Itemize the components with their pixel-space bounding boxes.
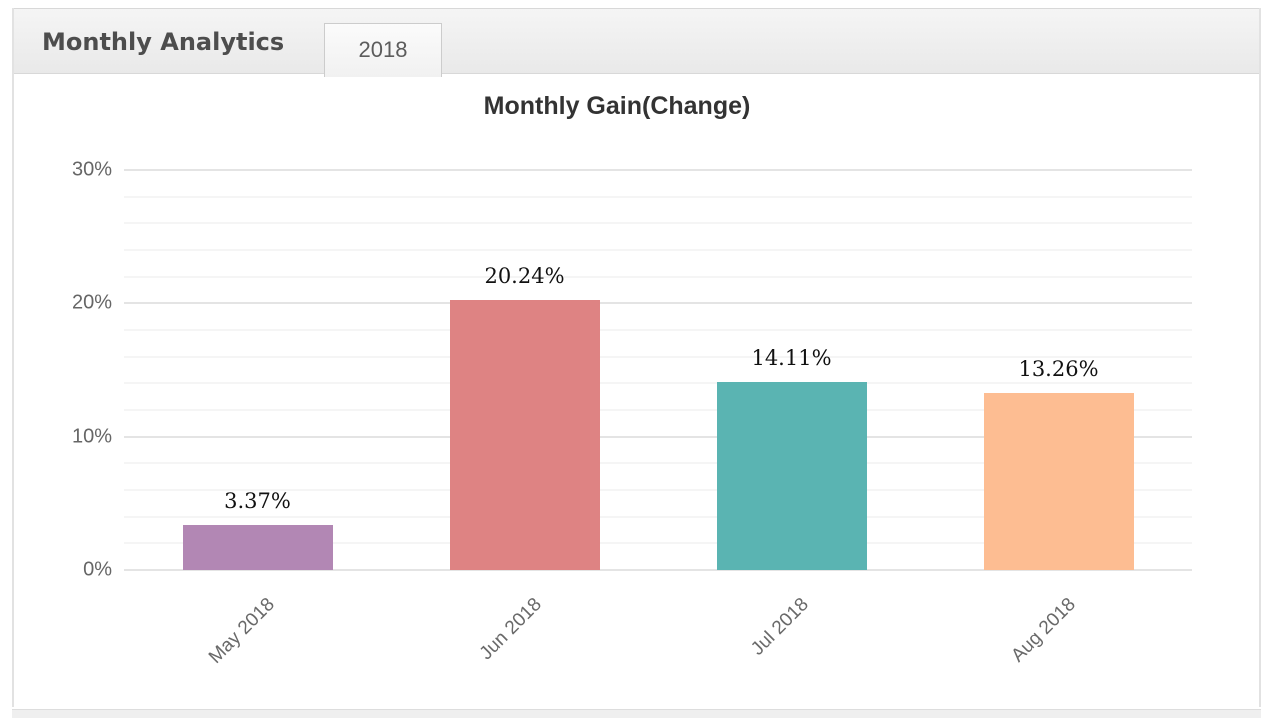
minor-gridline: [124, 275, 1192, 278]
minor-gridline: [124, 195, 1192, 198]
minor-gridline: [124, 515, 1192, 518]
x-axis-tick-label: Jul 2018: [746, 594, 813, 660]
chart-title: Monthly Gain(Change): [483, 92, 751, 120]
y-axis-tick-label: 0%: [83, 558, 112, 581]
minor-gridline: [124, 249, 1192, 251]
bar-aug-2018[interactable]: [983, 393, 1134, 570]
major-gridline: [124, 302, 1192, 305]
minor-gridline: [124, 329, 1192, 331]
y-axis-tick-label: 20%: [71, 291, 112, 314]
minor-gridline: [124, 382, 1192, 385]
analytics-panel: Monthly Analytics 2018 Monthly Gain(Chan…: [12, 8, 1261, 707]
major-gridline: [124, 435, 1192, 438]
minor-gridline: [124, 222, 1192, 225]
x-axis-tick-label: May 2018: [204, 594, 279, 668]
minor-gridline: [124, 542, 1192, 545]
x-axis-tick-label: Jun 2018: [475, 594, 546, 665]
y-axis-tick-label: 30%: [71, 158, 112, 181]
bar-value-label: 20.24%: [484, 264, 565, 289]
bar-jun-2018[interactable]: [449, 300, 600, 570]
bar-value-label: 14.11%: [751, 345, 832, 370]
major-gridline: [124, 569, 1192, 571]
bar-chart-plot-area: 0% 10% 20% 30% 3.37% May 2018 20.24% Jun 2018 14…: [14, 8, 1259, 707]
next-panel-edge: [12, 709, 1261, 718]
y-axis-tick-label: 10%: [71, 425, 112, 448]
minor-gridline: [124, 489, 1192, 491]
minor-gridline: [124, 462, 1192, 465]
bar-value-label: 3.37%: [224, 489, 291, 514]
panel-title: Monthly Analytics: [42, 28, 285, 56]
panel-header: Monthly Analytics 2018: [14, 8, 1259, 77]
x-axis-tick-label: Aug 2018: [1006, 594, 1080, 667]
minor-gridline: [124, 355, 1192, 358]
bar-value-label: 13.26%: [1018, 357, 1099, 382]
bar-jul-2018[interactable]: [716, 381, 867, 570]
minor-gridline: [124, 409, 1192, 411]
bar-may-2018[interactable]: [182, 525, 333, 570]
tab-2018[interactable]: 2018: [324, 23, 442, 77]
major-gridline: [124, 169, 1192, 171]
